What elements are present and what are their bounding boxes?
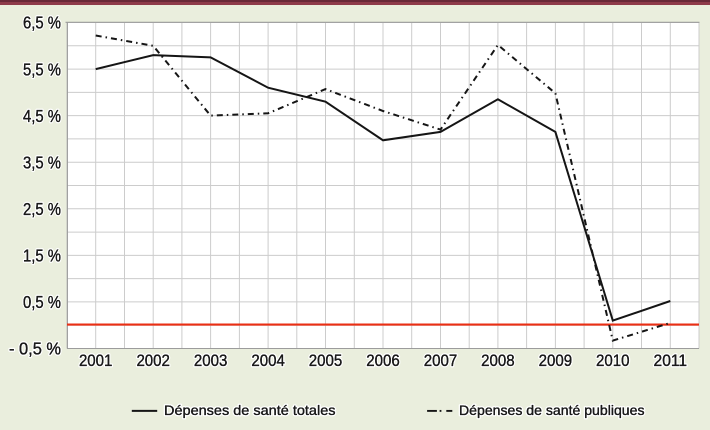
svg-text:0,5 %: 0,5 % xyxy=(23,292,61,312)
svg-text:4,5 %: 4,5 % xyxy=(23,106,61,126)
svg-text:2005: 2005 xyxy=(309,352,343,370)
svg-text:2001: 2001 xyxy=(79,352,113,370)
svg-text:6,5 %: 6,5 % xyxy=(23,13,61,33)
svg-text:2006: 2006 xyxy=(366,352,400,370)
svg-text:2002: 2002 xyxy=(136,352,170,370)
svg-text:4,5 %: 4,5 % xyxy=(23,106,61,126)
svg-text:1,5 %: 1,5 % xyxy=(23,246,61,266)
svg-text:Dépenses de santé publiques: Dépenses de santé publiques xyxy=(459,402,645,418)
svg-text:5,5 %: 5,5 % xyxy=(23,59,61,79)
svg-text:2009: 2009 xyxy=(539,352,573,370)
svg-text:Dépenses de santé totales: Dépenses de santé totales xyxy=(164,402,336,418)
svg-text:6,5 %: 6,5 % xyxy=(23,13,61,33)
svg-text:2011: 2011 xyxy=(654,352,688,370)
svg-text:2006: 2006 xyxy=(366,352,400,370)
svg-text:2010: 2010 xyxy=(596,352,630,370)
svg-text:2,5 %: 2,5 % xyxy=(23,199,61,219)
svg-text:2011: 2011 xyxy=(654,352,688,370)
svg-text:3,5 %: 3,5 % xyxy=(23,152,61,172)
svg-text:0,5 %: 0,5 % xyxy=(23,292,61,312)
svg-text:2004: 2004 xyxy=(251,352,285,370)
svg-text:- 0,5 %: - 0,5 % xyxy=(9,339,61,359)
svg-text:Dépenses de santé totales: Dépenses de santé totales xyxy=(164,402,336,418)
svg-text:3,5 %: 3,5 % xyxy=(23,152,61,172)
svg-text:5,5 %: 5,5 % xyxy=(23,59,61,79)
svg-text:2008: 2008 xyxy=(481,352,515,370)
svg-text:2005: 2005 xyxy=(309,352,343,370)
svg-text:- 0,5 %: - 0,5 % xyxy=(9,339,61,359)
svg-text:2007: 2007 xyxy=(424,352,458,370)
svg-text:1,5 %: 1,5 % xyxy=(23,246,61,266)
svg-text:2007: 2007 xyxy=(424,352,458,370)
svg-text:2010: 2010 xyxy=(596,352,630,370)
svg-text:2009: 2009 xyxy=(539,352,573,370)
svg-text:Dépenses de santé publiques: Dépenses de santé publiques xyxy=(459,402,645,418)
svg-text:2003: 2003 xyxy=(194,352,228,370)
svg-text:2001: 2001 xyxy=(79,352,113,370)
svg-text:2002: 2002 xyxy=(136,352,170,370)
svg-text:2008: 2008 xyxy=(481,352,515,370)
svg-text:2004: 2004 xyxy=(251,352,285,370)
svg-text:2,5 %: 2,5 % xyxy=(23,199,61,219)
svg-text:2003: 2003 xyxy=(194,352,228,370)
